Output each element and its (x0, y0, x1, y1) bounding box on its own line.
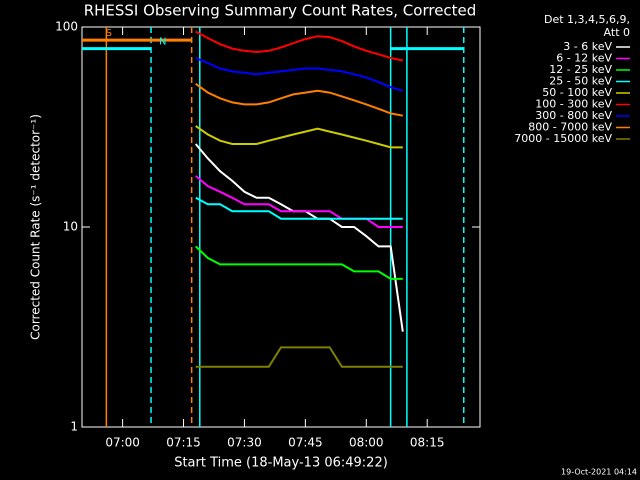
series-line (195, 245, 403, 280)
x-tick-label: 08:15 (410, 436, 445, 450)
y-tick-label: 10 (63, 220, 78, 234)
legend-label: 12 - 25 keV (549, 63, 612, 76)
legend-label: 7000 - 15000 keV (514, 132, 612, 145)
x-tick-label: 08:00 (349, 436, 384, 450)
legend-label: 800 - 7000 keV (528, 121, 612, 134)
y-tick-label: 1 (70, 420, 78, 434)
series-line (195, 125, 403, 149)
y-tick-label: 100 (55, 20, 78, 34)
x-tick-label: 07:30 (227, 436, 262, 450)
plot-frame (81, 26, 481, 428)
series-line (195, 346, 403, 368)
legend-label: 50 - 100 keV (542, 86, 612, 99)
legend-header: Det 1,3,4,5,6,9, (544, 13, 630, 26)
series-line (195, 175, 403, 228)
series-line (195, 30, 404, 62)
x-tick-label: 07:45 (288, 436, 323, 450)
legend-header: Att 0 (604, 26, 630, 39)
series-line (195, 82, 403, 117)
chart-title: RHESSI Observing Summary Count Rates, Co… (84, 2, 477, 20)
x-tick-label: 07:00 (105, 436, 140, 450)
legend-label: 6 - 12 keV (556, 52, 612, 65)
y-axis-label: Corrected Count Rate (s⁻¹ detector⁻¹) (29, 114, 43, 340)
flag-label: S (106, 28, 112, 39)
series-line (195, 57, 404, 92)
x-axis-label: Start Time (18-May-13 06:49:22) (174, 456, 388, 471)
series-line (195, 196, 403, 220)
legend-label: 3 - 6 keV (563, 40, 612, 53)
legend-label: 25 - 50 keV (549, 75, 612, 88)
legend-label: 300 - 800 keV (535, 109, 612, 122)
series-line (194, 143, 404, 332)
x-tick-label: 07:15 (166, 436, 201, 450)
legend-label: 100 - 300 keV (535, 98, 612, 111)
flag-label: N (159, 37, 166, 48)
footer-date: 19-Oct-2021 04:14 (561, 468, 637, 477)
